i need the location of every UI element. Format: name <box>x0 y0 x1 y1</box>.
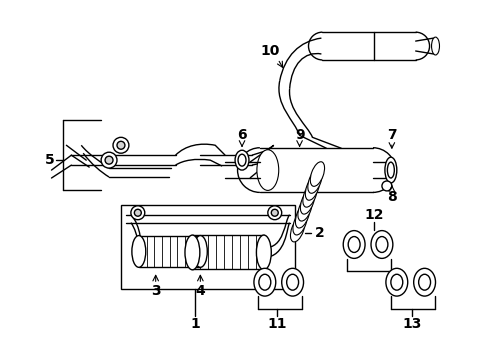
Ellipse shape <box>184 235 200 270</box>
Ellipse shape <box>256 235 271 270</box>
Text: 7: 7 <box>386 129 396 142</box>
Ellipse shape <box>390 274 402 290</box>
Text: 12: 12 <box>364 208 383 222</box>
Ellipse shape <box>297 197 311 221</box>
Ellipse shape <box>375 237 387 252</box>
Ellipse shape <box>235 150 248 170</box>
Ellipse shape <box>418 274 429 290</box>
Circle shape <box>271 209 278 216</box>
Ellipse shape <box>370 231 392 258</box>
Ellipse shape <box>386 162 393 178</box>
Circle shape <box>267 206 281 220</box>
Text: 9: 9 <box>294 129 304 142</box>
Ellipse shape <box>300 189 314 214</box>
Text: 1: 1 <box>190 317 200 331</box>
Text: 2: 2 <box>314 226 324 240</box>
Bar <box>121 205 294 289</box>
Ellipse shape <box>292 210 306 235</box>
Ellipse shape <box>385 268 407 296</box>
Text: 3: 3 <box>151 284 160 298</box>
Text: 11: 11 <box>266 317 286 331</box>
Circle shape <box>134 209 141 216</box>
Ellipse shape <box>295 203 309 228</box>
Ellipse shape <box>238 154 245 166</box>
Circle shape <box>117 141 124 149</box>
Text: 10: 10 <box>260 44 279 58</box>
Ellipse shape <box>132 235 145 267</box>
Ellipse shape <box>347 237 359 252</box>
Ellipse shape <box>286 274 298 290</box>
Ellipse shape <box>305 176 319 200</box>
Ellipse shape <box>413 268 435 296</box>
Ellipse shape <box>290 217 304 242</box>
Ellipse shape <box>431 37 439 55</box>
Ellipse shape <box>253 268 275 296</box>
Text: 6: 6 <box>237 129 246 142</box>
Circle shape <box>113 137 129 153</box>
Ellipse shape <box>256 150 278 190</box>
Ellipse shape <box>343 231 365 258</box>
Text: 13: 13 <box>401 317 421 331</box>
Circle shape <box>381 181 391 191</box>
Text: 4: 4 <box>195 284 205 298</box>
Circle shape <box>101 152 117 168</box>
Text: 8: 8 <box>386 190 396 204</box>
Circle shape <box>105 156 113 164</box>
Ellipse shape <box>281 268 303 296</box>
Ellipse shape <box>384 157 396 183</box>
Ellipse shape <box>193 235 207 267</box>
Text: 5: 5 <box>44 153 54 167</box>
Ellipse shape <box>310 162 324 186</box>
Ellipse shape <box>307 169 322 193</box>
Circle shape <box>131 206 144 220</box>
Ellipse shape <box>302 183 316 207</box>
Ellipse shape <box>258 274 270 290</box>
